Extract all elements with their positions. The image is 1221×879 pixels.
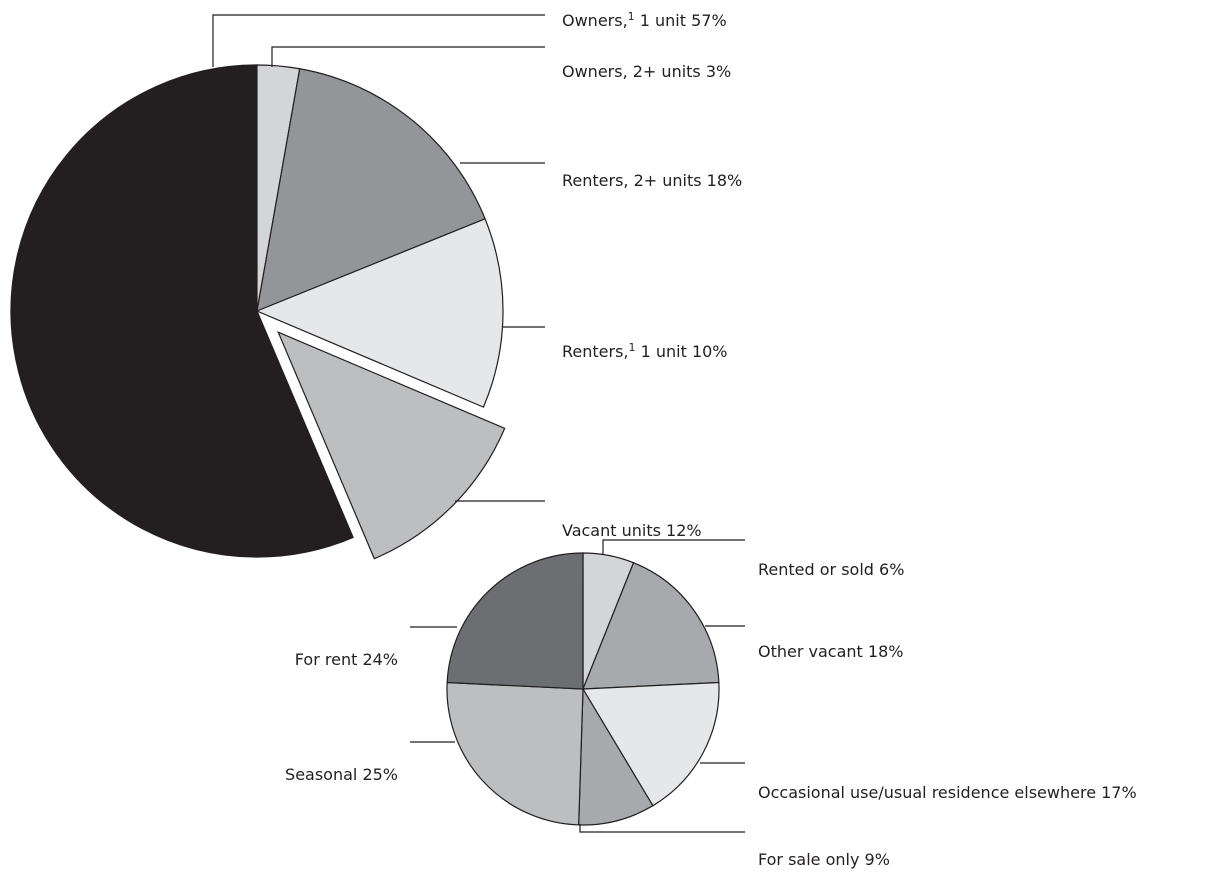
slice-label-occasional-use-usual-residence-elsewhere-17: Occasional use/usual residence elsewhere… [758,783,1137,802]
slice-seasonal-25 [446,681,584,826]
leader-line [602,539,745,554]
leader-line [212,14,545,67]
main-pie: Owners,1 1 unit 57% Owners, 2+ units 3% Re… [10,10,742,560]
slice-label-rented-or-sold-6: Rented or sold 6% [758,560,904,579]
slice-label-vacant-units-12: Vacant units 12% [562,521,702,540]
slice-renters-1-unit-10 [255,218,504,408]
slice-other-vacant-18 [582,561,720,690]
leader-line [271,46,545,67]
slice-label-for-sale-only-9: For sale only 9% [758,850,890,869]
slice-renters-2-units-18 [256,68,486,312]
slice-label-other-vacant-18: Other vacant 18% [758,642,903,661]
slice-for-rent-24 [446,552,584,690]
slice-label-seasonal-25: Seasonal 25% [285,765,398,784]
slice-label-renters-2-units-18: Renters, 2+ units 18% [562,171,742,190]
vacant-pie: Rented or sold 6% Other vacant 18% Occasio… [285,539,1137,869]
slice-label-renters-1-unit-10: Renters,1 1 unit 10% [562,341,728,361]
slice-label-for-rent-24: For rent 24% [295,650,398,669]
slice-label-owners-2-units-3: Owners, 2+ units 3% [562,62,731,81]
slice-vacant-units-12 [277,331,506,560]
slice-label-owners-1-unit-57: Owners,1 1 unit 57% [562,10,727,30]
leader-line [579,824,745,833]
slice-occasional-use-usual-residence-elsewhere-17 [581,681,720,807]
slice-owners-1-unit-57 [10,64,354,558]
